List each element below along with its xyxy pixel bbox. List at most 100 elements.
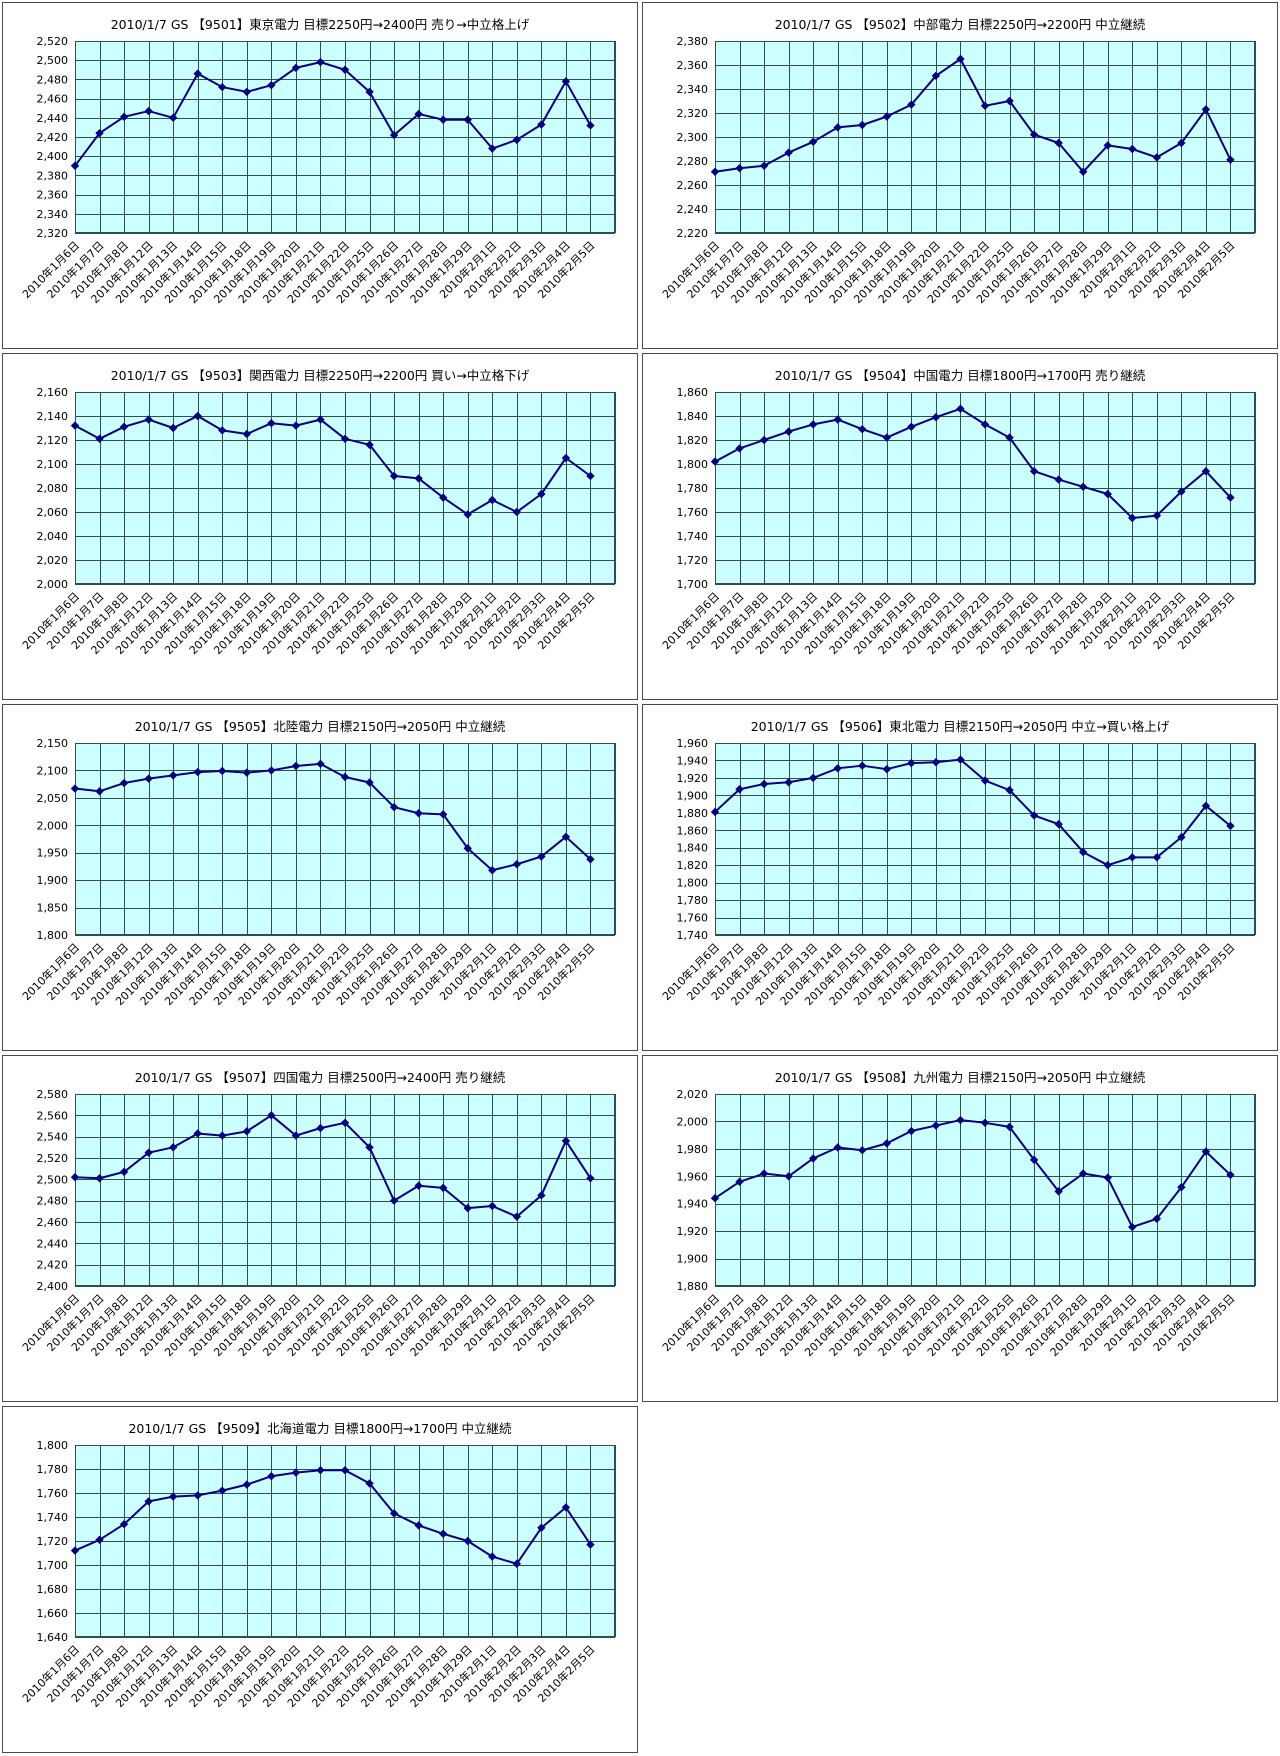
data-point-marker (463, 1536, 472, 1546)
data-point-marker (193, 69, 202, 78)
data-point-marker (1054, 138, 1063, 148)
data-point-marker (561, 453, 571, 463)
y-tick-label: 2,080 (37, 482, 69, 495)
data-point-marker (759, 161, 769, 170)
data-point-marker (512, 135, 522, 145)
data-point-marker (119, 112, 129, 122)
y-tick-label: 1,740 (677, 530, 709, 543)
y-tick-label: 2,380 (677, 35, 709, 48)
data-point-marker (980, 420, 990, 429)
data-point-marker (512, 860, 522, 869)
data-point-marker (586, 1174, 595, 1183)
y-tick-label: 2,040 (37, 530, 69, 543)
data-point-marker (291, 421, 301, 430)
y-tick-label: 2,520 (37, 1152, 69, 1165)
data-point-marker (218, 1486, 227, 1495)
data-point-marker (488, 495, 497, 505)
data-point-marker (389, 130, 399, 140)
y-tick-label: 1,960 (677, 1170, 709, 1183)
y-tick-label: 1,760 (677, 506, 709, 519)
chart-panel-9503: 2010/1/7 GS 【9503】関西電力 目標2250円→2200円 買い→… (2, 353, 638, 700)
y-tick-label: 2,480 (37, 1195, 69, 1208)
y-tick-label: 2,340 (677, 83, 709, 96)
data-point-marker (340, 65, 350, 74)
gridlines (75, 41, 616, 234)
y-tick-label: 1,840 (677, 842, 709, 855)
chart-panel-9505: 2010/1/7 GS 【9505】北陸電力 目標2150円→2050円 中立継… (2, 704, 638, 1051)
y-tick-label: 2,100 (37, 458, 69, 471)
y-tick-label: 1,900 (37, 874, 69, 887)
y-tick-label: 1,950 (37, 847, 69, 860)
y-tick-label: 1,820 (677, 434, 709, 447)
y-axis-labels: 1,740 1,760 1,780 1,800 1,820 1,840 1,860 1,880… (677, 737, 709, 942)
data-point-marker (1103, 860, 1112, 870)
chart-title: 2010/1/7 GS 【9501】東京電力 目標2250円→2400円 売り→… (110, 17, 530, 32)
data-point-marker (70, 161, 80, 170)
y-tick-label: 2,480 (37, 73, 69, 86)
gridlines (75, 1445, 616, 1638)
y-tick-label: 2,420 (37, 131, 69, 144)
data-point-marker (365, 87, 374, 97)
gridlines (715, 1094, 1256, 1287)
data-point-marker (144, 1497, 153, 1506)
y-tick-label: 2,440 (37, 112, 69, 125)
data-point-markers (70, 411, 595, 519)
data-point-marker (95, 787, 104, 796)
y-tick-label: 1,940 (677, 754, 709, 767)
gridlines (715, 41, 1256, 234)
data-point-marker (168, 423, 178, 433)
data-point-marker (1128, 853, 1137, 862)
x-axis-labels: 2010年1月6日2010年1月7日2010年1月8日2010年1月12日201… (659, 589, 1237, 657)
data-point-marker (70, 784, 80, 793)
chart-canvas: 1,700 1,720 1,740 1,760 1,780 1,800 1,820 1,840… (659, 386, 1256, 657)
y-tick-label: 2,460 (37, 93, 69, 106)
data-point-marker (316, 759, 325, 769)
y-tick-label: 1,820 (677, 859, 709, 872)
chart-title: 2010/1/7 GS 【9504】中国電力 目標1800円→1700円 売り継… (774, 368, 1146, 383)
data-point-marker (1103, 141, 1112, 150)
x-axis-labels: 2010年1月6日2010年1月7日2010年1月8日2010年1月12日201… (19, 1642, 597, 1710)
data-point-marker (1201, 105, 1211, 114)
data-point-marker (340, 434, 350, 443)
data-point-marker (365, 1479, 374, 1488)
x-axis-labels: 2010年1月6日2010年1月7日2010年1月8日2010年1月12日201… (659, 238, 1237, 306)
y-tick-label: 1,660 (37, 1607, 69, 1620)
data-point-marker (833, 1143, 842, 1152)
y-tick-label: 2,360 (677, 59, 709, 72)
y-tick-label: 1,700 (677, 578, 709, 591)
y-tick-label: 1,640 (37, 1631, 69, 1644)
chart-title: 2010/1/7 GS 【9503】関西電力 目標2250円→2200円 買い→… (110, 368, 530, 383)
y-tick-label: 2,000 (677, 1115, 709, 1128)
y-axis-labels: 2,220 2,240 2,260 2,280 2,300 2,320 2,340 2,360… (677, 35, 709, 240)
data-point-marker (537, 852, 546, 861)
chart-canvas: 2,000 2,020 2,040 2,060 2,080 2,100 2,120 2,140… (19, 386, 616, 657)
y-axis-labels: 2,320 2,340 2,360 2,380 2,400 2,420 2,440 2,460… (37, 35, 69, 240)
data-point-marker (759, 1169, 769, 1178)
data-point-marker (907, 758, 916, 768)
y-tick-label: 2,500 (37, 1173, 69, 1186)
data-point-marker (537, 489, 546, 499)
data-point-marker (980, 101, 990, 110)
y-tick-label: 2,420 (37, 1259, 69, 1272)
data-point-marker (389, 802, 399, 812)
chart-title: 2010/1/7 GS 【9509】北海道電力 目標1800円→1700円 中立… (128, 1421, 512, 1436)
y-tick-label: 2,060 (37, 506, 69, 519)
y-tick-label: 2,280 (677, 155, 709, 168)
chart-panel-9508: 2010/1/7 GS 【9508】九州電力 目標2150円→2050円 中立継… (642, 1055, 1278, 1402)
data-point-marker (291, 1131, 301, 1140)
y-tick-label: 2,020 (677, 1088, 709, 1101)
y-tick-label: 1,760 (677, 912, 709, 925)
data-point-marker (1128, 513, 1137, 523)
y-tick-label: 2,340 (37, 208, 69, 221)
y-axis-labels: 2,000 2,020 2,040 2,060 2,080 2,100 2,120 2,140… (37, 386, 69, 591)
x-axis-labels: 2010年1月6日2010年1月7日2010年1月8日2010年1月12日201… (19, 238, 597, 306)
y-tick-label: 2,400 (37, 150, 69, 163)
data-point-marker (586, 471, 595, 481)
y-axis-labels: 2,400 2,420 2,440 2,460 2,480 2,500 2,520 2,540… (37, 1088, 69, 1293)
price-series-line (74, 1114, 592, 1218)
y-tick-label: 2,150 (37, 737, 69, 750)
chart-panel-9506: 2010/1/7 GS 【9506】東北電力 目標2150円→2050円 中立→… (642, 704, 1278, 1051)
price-series-line (714, 758, 1232, 867)
y-tick-label: 1,850 (37, 902, 69, 915)
y-axis-labels: 1,800 1,850 1,900 1,950 2,000 2,050 2,100 2,150 (37, 737, 69, 942)
